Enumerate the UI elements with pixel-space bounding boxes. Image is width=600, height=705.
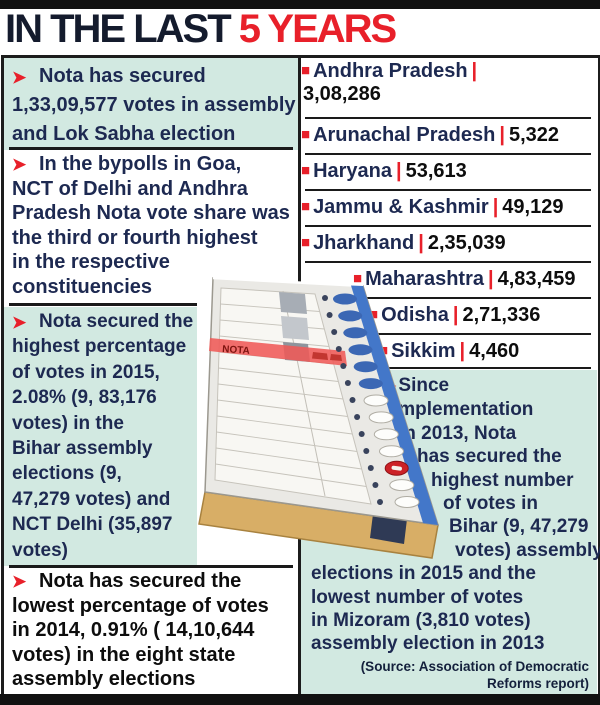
square-bullet-icon: ■ — [301, 62, 311, 79]
arrow-bullet-icon: ➤ — [12, 572, 27, 591]
state-name: Haryana — [313, 160, 392, 182]
evm-lamp-column — [322, 295, 383, 505]
evm-nota-mark — [312, 352, 328, 360]
fact-block-total-votes: ➤ Nota has secured 1,33,09,577 votes in … — [4, 58, 298, 150]
top-rule-bar — [0, 0, 600, 9]
fact-text: In the bypolls in Goa, NCT of Delhi and … — [12, 153, 290, 298]
title-highlight: 5 YEARS — [238, 7, 397, 51]
since-line: has secured the — [417, 446, 562, 468]
state-row-jharkhand: ■ Jharkhand | 2,35,039 — [301, 232, 591, 255]
state-row-jammu-kashmir: ■ Jammu & Kashmir | 49,129 — [301, 196, 591, 219]
evm-blue-stripe — [351, 285, 438, 525]
arrow-bullet-icon: ➤ — [12, 155, 27, 174]
since-line: in 2013, Nota — [399, 422, 517, 444]
divider-line — [385, 367, 591, 369]
state-name: Jharkhand — [313, 232, 415, 254]
divider-line — [357, 297, 591, 299]
since-line: assembly election in 2013 — [311, 633, 545, 655]
state-name: Arunachal Pradesh — [313, 124, 496, 146]
divider-line — [305, 261, 591, 263]
square-bullet-icon: ■ — [301, 198, 311, 215]
since-line: highest number — [431, 469, 574, 491]
bottom-rule-bar — [0, 694, 600, 705]
evm-sticker — [279, 292, 307, 314]
fact-block-since-2013: ➤Since implementation in 2013, Nota has … — [301, 374, 600, 656]
state-value: 2,71,336 — [462, 304, 541, 326]
evm-nota-band — [209, 338, 347, 366]
state-row-haryana: ■ Haryana | 53,613 — [301, 160, 591, 183]
pipe-separator: | — [499, 124, 505, 146]
state-row-maharashtra: ■ Maharashtra | 4,83,459 — [301, 268, 600, 291]
pipe-separator: | — [396, 160, 402, 182]
fact-text: Nota has secured the lowest percentage o… — [12, 570, 269, 691]
evm-sticker — [281, 316, 309, 340]
divider-line — [9, 147, 293, 150]
left-column: ➤ Nota has secured 1,33,09,577 votes in … — [4, 58, 298, 694]
fact-block-bypolls: ➤ In the bypolls in Goa, NCT of Delhi an… — [4, 152, 298, 302]
fact-text: Nota has secured 1,33,09,577 votes in as… — [12, 65, 296, 145]
state-value: 5,322 — [508, 124, 560, 146]
since-text: Since — [398, 375, 450, 396]
square-bullet-icon: ■ — [301, 162, 311, 179]
state-row-andhra-pradesh: ■ Andhra Pradesh | 3,08,286 — [301, 60, 591, 106]
since-line: lowest number of votes — [311, 586, 524, 608]
state-value: 4,83,459 — [497, 268, 576, 290]
square-bullet-icon: ■ — [369, 306, 379, 323]
pipe-separator: | — [488, 268, 494, 290]
state-row-sikkim: ■Sikkim|4,460 — [301, 340, 600, 363]
state-row-odisha: ■ Odisha | 2,71,336 — [301, 304, 600, 327]
pipe-separator: | — [418, 232, 424, 254]
state-name: Jammu & Kashmir — [313, 196, 489, 218]
state-value: 2,35,039 — [427, 232, 506, 254]
evm-top-highlight — [212, 276, 364, 288]
pipe-separator: | — [459, 340, 466, 362]
divider-line — [9, 303, 197, 306]
evm-machine-image: NOTA — [198, 276, 440, 559]
arrow-bullet-icon: ➤ — [12, 313, 27, 332]
state-value: 4,460 — [469, 340, 520, 362]
state-row-arunachal-pradesh: ■ Arunachal Pradesh | 5,322 — [301, 124, 591, 147]
state-value: 53,613 — [405, 160, 467, 182]
divider-line — [9, 565, 293, 568]
square-bullet-icon: ■ — [301, 234, 311, 251]
state-value: 3,08,286 — [303, 83, 381, 105]
state-name: Sikkim — [391, 340, 456, 362]
fact-block-highest-percentage: ➤ Nota secured the highest percentage of… — [4, 307, 197, 566]
square-bullet-icon: ■ — [353, 270, 363, 287]
pipe-separator: | — [492, 196, 499, 218]
divider-line — [305, 225, 591, 227]
state-name: Maharashtra — [365, 268, 484, 290]
since-line: elections in 2015 and the — [311, 563, 536, 585]
state-value: 49,129 — [502, 196, 564, 218]
fact-block-lowest-percentage: ➤ Nota has secured the lowest percentage… — [4, 569, 298, 694]
since-line: of votes in — [443, 493, 539, 515]
since-line: Bihar (9, 47,279 — [449, 516, 589, 538]
pipe-separator: | — [471, 60, 478, 82]
evm-nota-label: NOTA — [222, 344, 250, 357]
divider-line — [305, 117, 591, 119]
divider-line — [371, 333, 591, 335]
since-line: votes) assembly — [455, 539, 600, 561]
evm-base-patch — [370, 514, 407, 544]
source-attribution: (Source: Association of Democratic Refor… — [360, 659, 589, 691]
fact-text: Nota secured the highest percentage of v… — [12, 311, 194, 561]
state-name: Andhra Pradesh — [313, 60, 468, 82]
divider-line — [305, 189, 591, 191]
since-line: implementation — [393, 399, 534, 421]
arrow-bullet-icon: ➤ — [12, 68, 27, 87]
pipe-separator: | — [452, 304, 459, 326]
square-bullet-icon: ■ — [301, 126, 311, 143]
title-prefix: IN THE LAST — [5, 7, 239, 51]
state-name: Odisha — [381, 304, 449, 326]
evm-button-column — [333, 293, 420, 508]
divider-line — [305, 153, 591, 155]
evm-nota-mark — [330, 354, 342, 361]
since-line: in Mizoram (3,810 votes) — [311, 610, 531, 632]
page-title: IN THE LAST 5 YEARS — [5, 7, 595, 53]
